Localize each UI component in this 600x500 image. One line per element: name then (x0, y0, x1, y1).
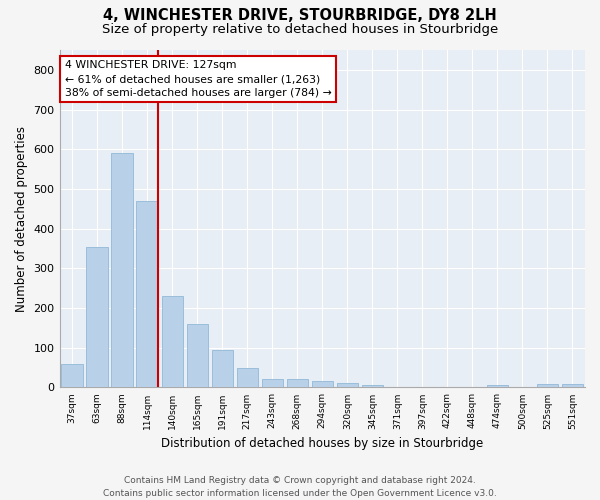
Y-axis label: Number of detached properties: Number of detached properties (15, 126, 28, 312)
Bar (187, 324, 208, 388)
Bar (311, 382, 333, 388)
Bar (562, 384, 583, 388)
Text: 4 WINCHESTER DRIVE: 127sqm
← 61% of detached houses are smaller (1,263)
38% of s: 4 WINCHESTER DRIVE: 127sqm ← 61% of deta… (65, 60, 332, 98)
Bar (337, 382, 358, 388)
Bar (287, 380, 308, 388)
Bar (537, 384, 558, 388)
X-axis label: Distribution of detached houses by size in Stourbridge: Distribution of detached houses by size … (161, 437, 484, 450)
Bar (161, 296, 183, 388)
Bar (262, 378, 283, 388)
Bar (61, 364, 83, 388)
Bar (212, 350, 233, 388)
Bar (112, 153, 133, 388)
Bar (136, 201, 158, 388)
Bar (487, 386, 508, 388)
Text: Size of property relative to detached houses in Stourbridge: Size of property relative to detached ho… (102, 22, 498, 36)
Bar (362, 386, 383, 388)
Text: Contains HM Land Registry data © Crown copyright and database right 2024.
Contai: Contains HM Land Registry data © Crown c… (103, 476, 497, 498)
Text: 4, WINCHESTER DRIVE, STOURBRIDGE, DY8 2LH: 4, WINCHESTER DRIVE, STOURBRIDGE, DY8 2L… (103, 8, 497, 22)
Bar (86, 246, 108, 388)
Bar (236, 368, 258, 388)
